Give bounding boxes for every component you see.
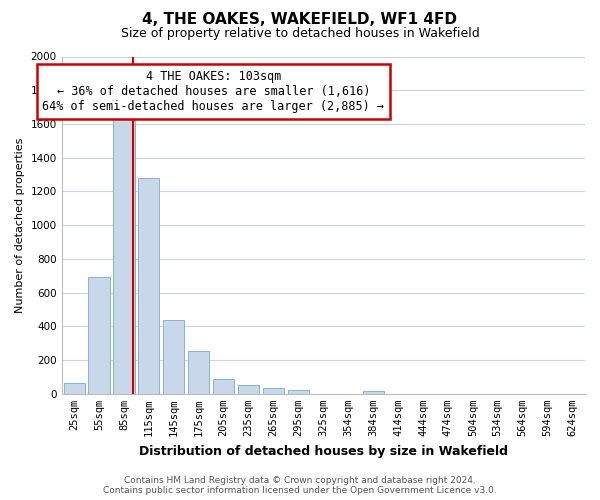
Text: 4, THE OAKES, WAKEFIELD, WF1 4FD: 4, THE OAKES, WAKEFIELD, WF1 4FD xyxy=(143,12,458,28)
Bar xyxy=(113,118,134,394)
Text: Size of property relative to detached houses in Wakefield: Size of property relative to detached ho… xyxy=(121,28,479,40)
X-axis label: Distribution of detached houses by size in Wakefield: Distribution of detached houses by size … xyxy=(139,444,508,458)
Bar xyxy=(163,320,184,394)
Bar xyxy=(138,178,160,394)
Bar xyxy=(238,385,259,394)
Bar xyxy=(188,351,209,394)
Bar xyxy=(64,383,85,394)
Bar xyxy=(213,378,234,394)
Text: Contains HM Land Registry data © Crown copyright and database right 2024.
Contai: Contains HM Land Registry data © Crown c… xyxy=(103,476,497,495)
Bar xyxy=(362,391,384,394)
Text: 4 THE OAKES: 103sqm
← 36% of detached houses are smaller (1,616)
64% of semi-det: 4 THE OAKES: 103sqm ← 36% of detached ho… xyxy=(43,70,385,113)
Bar xyxy=(288,390,309,394)
Bar xyxy=(263,388,284,394)
Bar xyxy=(88,276,110,394)
Y-axis label: Number of detached properties: Number of detached properties xyxy=(15,138,25,313)
